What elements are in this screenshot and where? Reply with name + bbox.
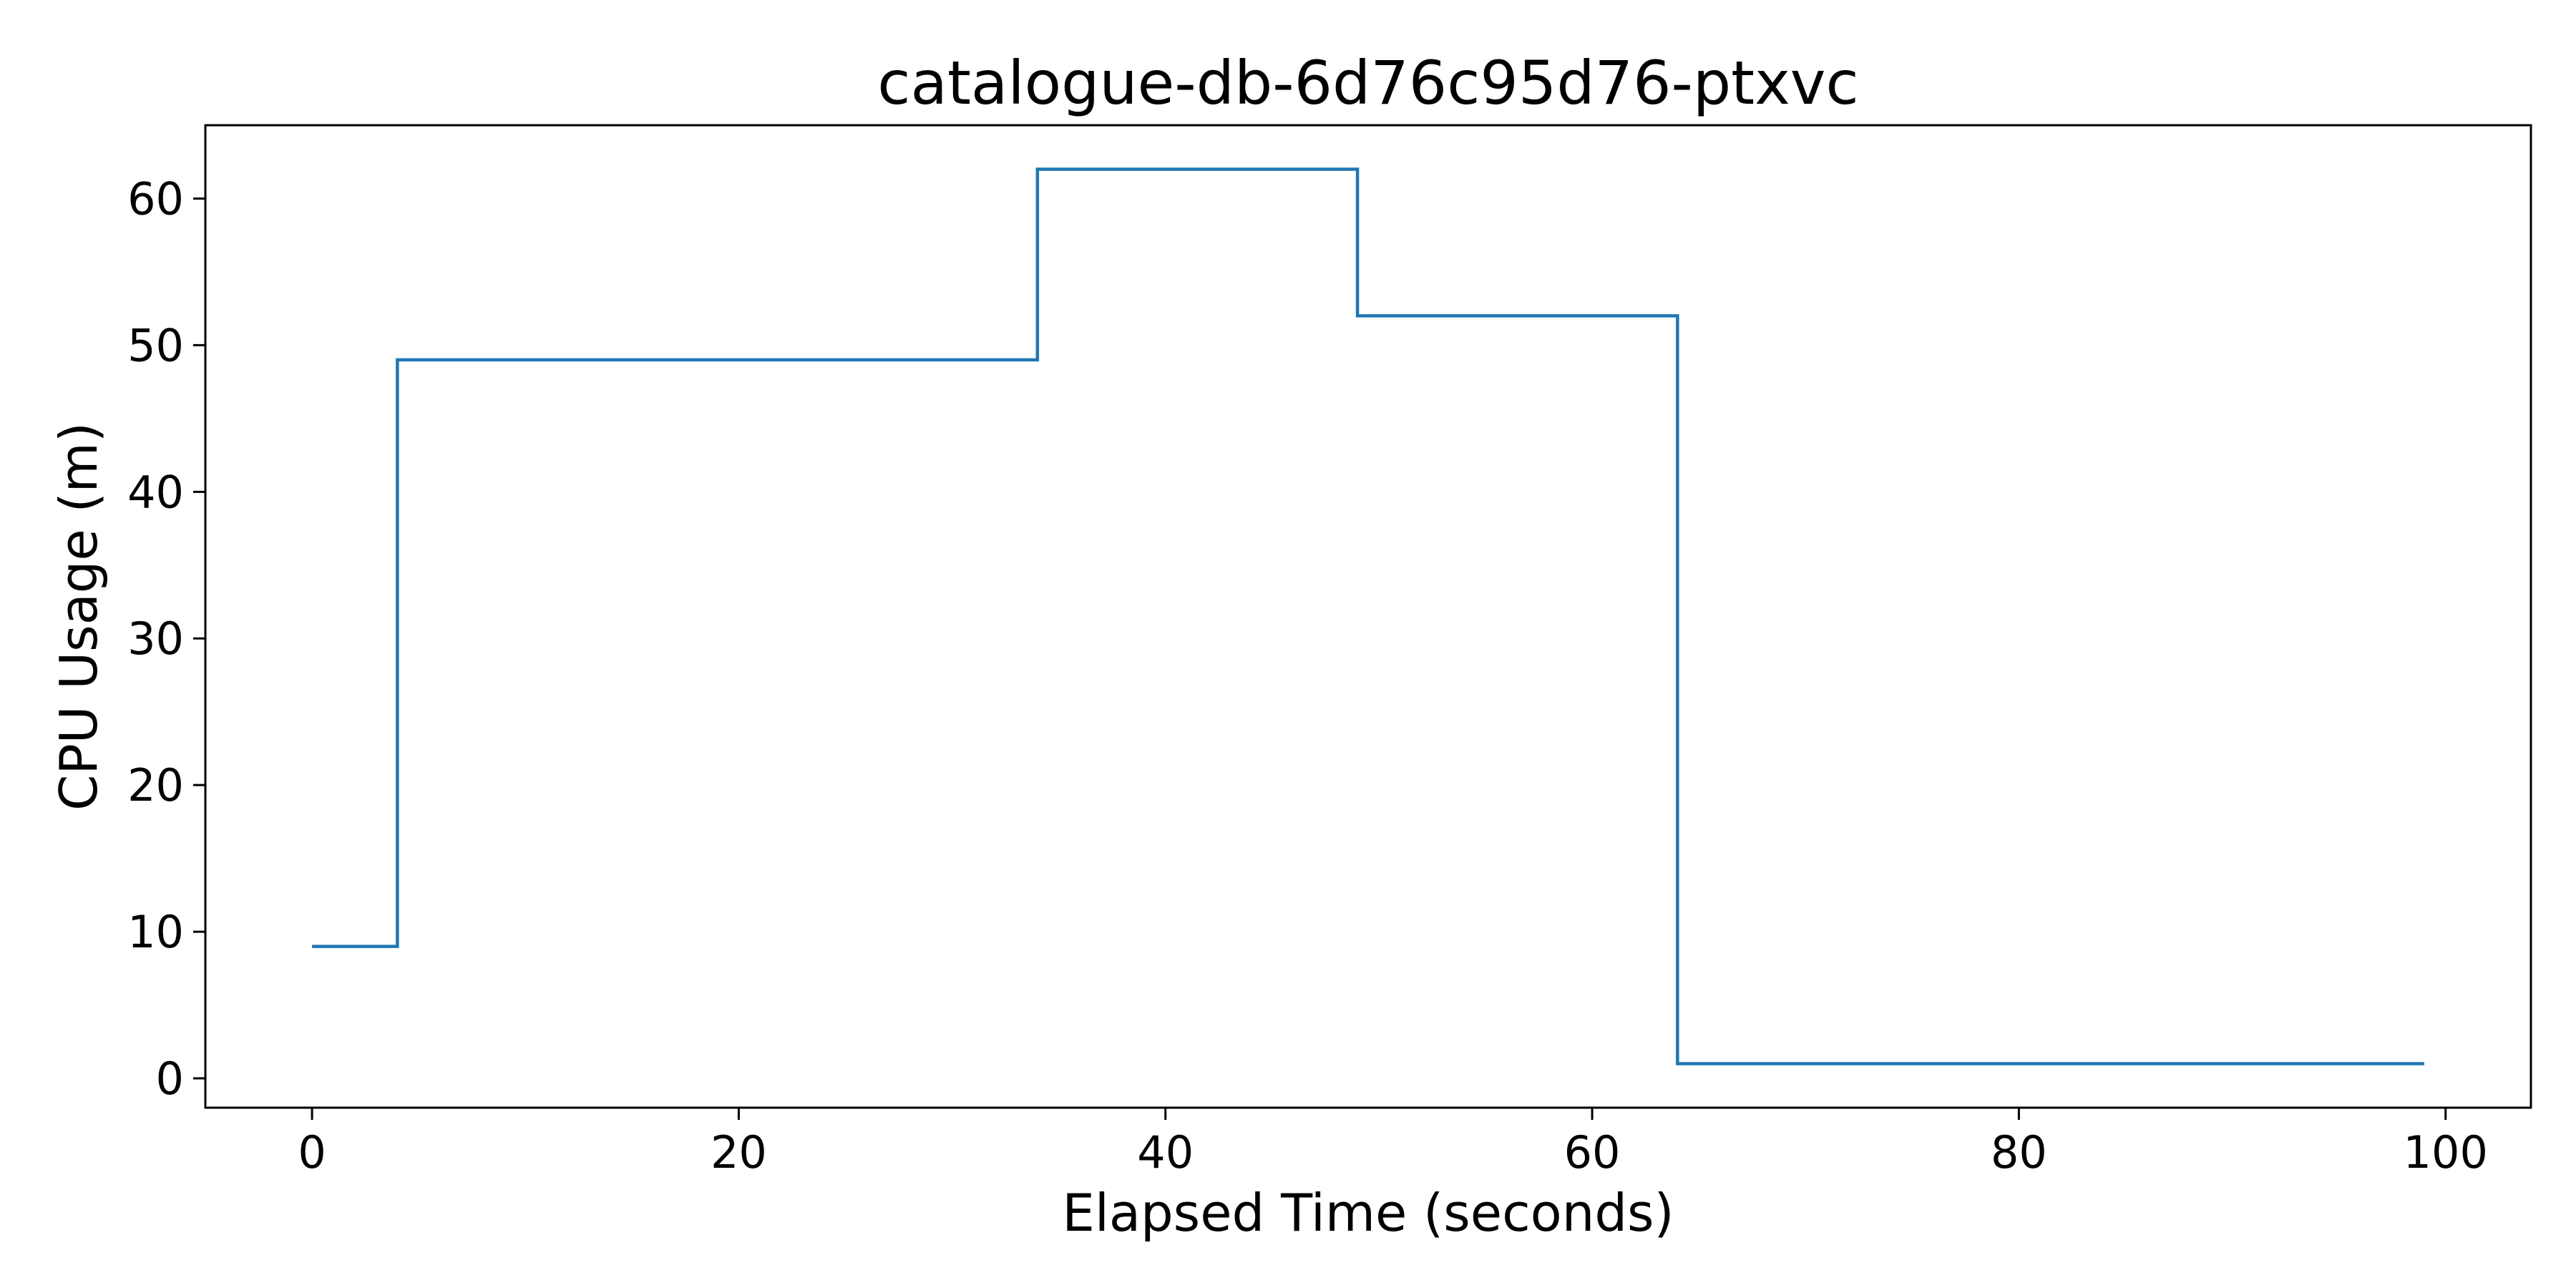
y-tick-label: 20	[127, 759, 184, 811]
x-tick-label: 0	[298, 1126, 326, 1179]
x-tick-label: 40	[1137, 1126, 1194, 1179]
y-tick-label: 10	[127, 906, 184, 958]
x-tick-label: 60	[1564, 1126, 1621, 1179]
plot-frame	[204, 124, 2532, 1109]
y-axis-ticks: 0 10 20 30 40 50 60	[127, 172, 205, 1105]
x-tick-label: 80	[1991, 1126, 2047, 1179]
y-axis-label: CPU Usage (m)	[49, 422, 109, 811]
x-tick-label: 20	[711, 1126, 767, 1179]
y-tick-label: 50	[127, 319, 184, 371]
x-axis-ticks: 0 20 40 60 80 100	[298, 1108, 2488, 1179]
x-tick-label: 100	[2404, 1126, 2488, 1179]
y-tick-label: 0	[156, 1053, 184, 1105]
chart-title: catalogue-db-6d76c95d76-ptxvc	[877, 48, 1858, 118]
y-tick-label: 60	[127, 172, 184, 225]
y-tick-label: 40	[127, 466, 184, 518]
cpu-usage-series-line	[312, 167, 2424, 1065]
y-tick-label: 30	[127, 613, 184, 665]
x-axis-label: Elapsed Time (seconds)	[1062, 1183, 1674, 1243]
